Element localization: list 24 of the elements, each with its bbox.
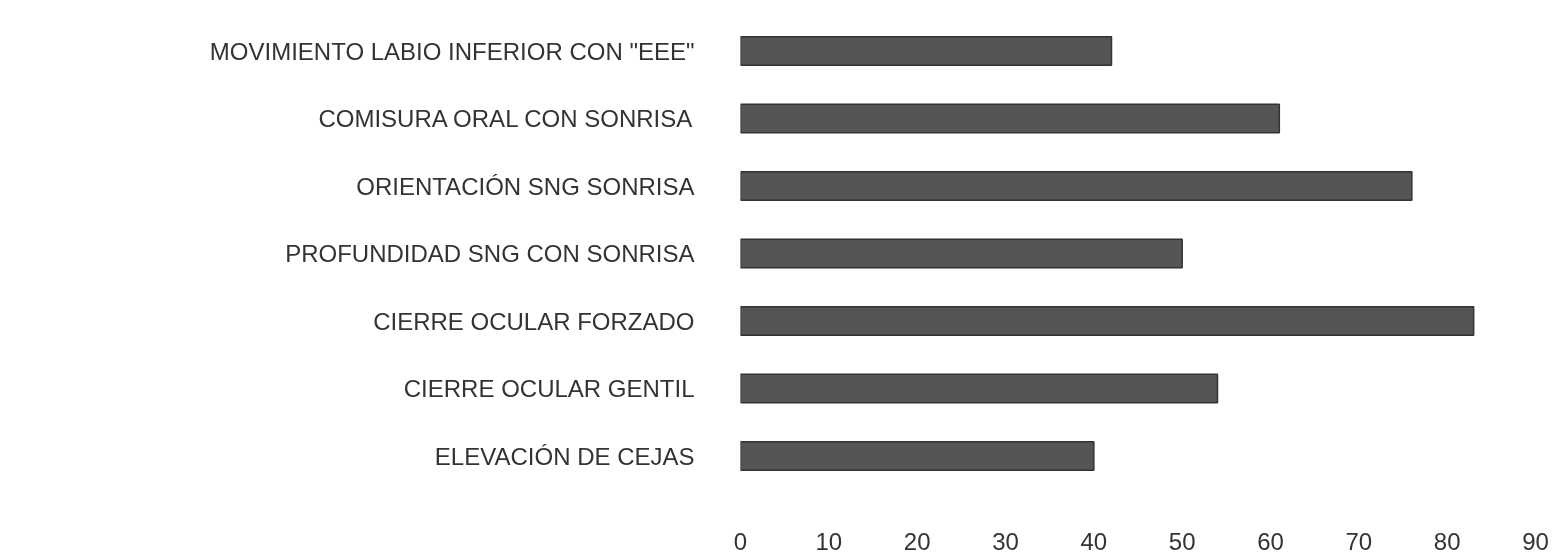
bar — [740, 103, 1281, 134]
x-tick-label: 80 — [1433, 527, 1461, 555]
bar — [740, 306, 1475, 336]
y-tick-label: MOVIMIENTO LABIO INFERIOR CON "EEE" — [209, 37, 695, 65]
bar — [740, 36, 1113, 66]
x-tick-label: 10 — [815, 527, 843, 555]
x-tick-label: 70 — [1345, 527, 1373, 555]
x-tick-label: 20 — [903, 527, 931, 555]
bar — [740, 171, 1413, 201]
y-tick-label: PROFUNDIDAD SNG CON SONRISA — [285, 240, 695, 267]
y-tick-label: ELEVACIÓN DE CEJAS — [434, 442, 695, 470]
y-tick-label: COMISURA ORAL CON SONRISA — [318, 105, 693, 132]
y-tick-label: CIERRE OCULAR FORZADO — [373, 307, 695, 335]
x-tick-label: 30 — [992, 527, 1019, 555]
y-tick-label: ORIENTACIÓN SNG SONRISA — [356, 172, 695, 200]
y-tick-label: CIERRE OCULAR GENTIL — [403, 375, 695, 402]
x-tick-label: 40 — [1080, 527, 1108, 555]
bar — [740, 441, 1095, 471]
x-tick-label: 50 — [1168, 527, 1196, 555]
bar — [740, 238, 1183, 269]
x-tick-label: 60 — [1257, 527, 1284, 555]
x-tick-label: 90 — [1522, 527, 1549, 555]
x-tick-label: 0 — [733, 527, 748, 555]
bar — [740, 373, 1219, 404]
